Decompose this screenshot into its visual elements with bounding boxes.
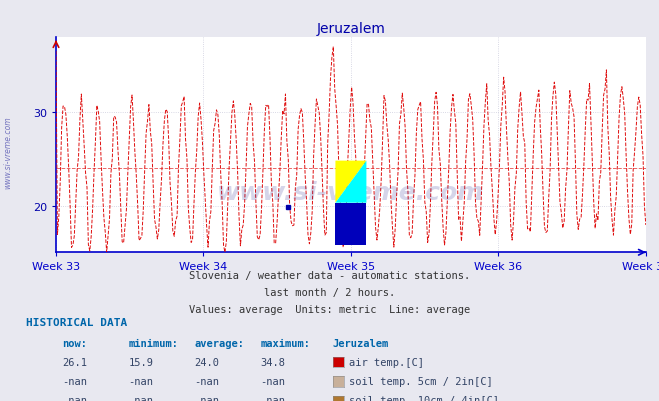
Text: maximum:: maximum:	[260, 338, 310, 348]
Polygon shape	[335, 161, 366, 203]
Text: -nan: -nan	[129, 395, 154, 401]
Text: Values: average  Units: metric  Line: average: Values: average Units: metric Line: aver…	[189, 304, 470, 314]
Text: 15.9: 15.9	[129, 357, 154, 367]
Text: minimum:: minimum:	[129, 338, 179, 348]
Text: -nan: -nan	[260, 395, 285, 401]
Text: Slovenia / weather data - automatic stations.: Slovenia / weather data - automatic stat…	[189, 271, 470, 281]
Text: 26.1: 26.1	[63, 357, 88, 367]
Text: air temp.[C]: air temp.[C]	[349, 357, 424, 367]
Polygon shape	[335, 161, 366, 203]
Text: -nan: -nan	[260, 376, 285, 386]
Text: soil temp. 10cm / 4in[C]: soil temp. 10cm / 4in[C]	[349, 395, 499, 401]
Title: Jeruzalem: Jeruzalem	[316, 22, 386, 36]
Text: soil temp. 5cm / 2in[C]: soil temp. 5cm / 2in[C]	[349, 376, 492, 386]
Text: Jeruzalem: Jeruzalem	[333, 338, 389, 348]
Text: average:: average:	[194, 338, 244, 348]
Text: www.si-vreme.com: www.si-vreme.com	[217, 180, 484, 205]
Text: www.si-vreme.com: www.si-vreme.com	[3, 116, 13, 188]
Text: -nan: -nan	[129, 376, 154, 386]
Bar	[335, 203, 366, 245]
Text: now:: now:	[63, 338, 88, 348]
Text: 34.8: 34.8	[260, 357, 285, 367]
Text: -nan: -nan	[63, 395, 88, 401]
Text: -nan: -nan	[63, 376, 88, 386]
Text: last month / 2 hours.: last month / 2 hours.	[264, 288, 395, 298]
Text: 24.0: 24.0	[194, 357, 219, 367]
Text: HISTORICAL DATA: HISTORICAL DATA	[26, 317, 128, 327]
Text: -nan: -nan	[194, 395, 219, 401]
Text: -nan: -nan	[194, 376, 219, 386]
